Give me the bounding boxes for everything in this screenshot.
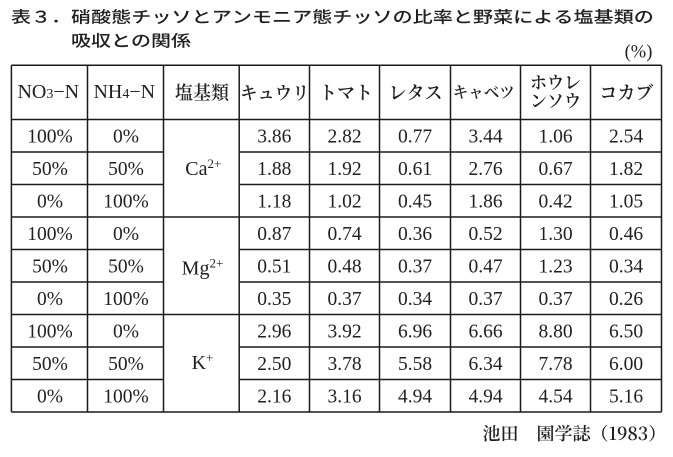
svg-text:8.80: 8.80 xyxy=(538,321,572,342)
svg-text:2.16: 2.16 xyxy=(257,386,291,407)
svg-text:6.00: 6.00 xyxy=(609,354,643,375)
svg-text:0.34: 0.34 xyxy=(609,256,643,277)
svg-text:4.94: 4.94 xyxy=(468,386,502,407)
svg-text:0.37: 0.37 xyxy=(468,289,502,310)
svg-text:1.92: 1.92 xyxy=(327,159,361,180)
svg-text:0.45: 0.45 xyxy=(398,191,432,212)
svg-text:3.92: 3.92 xyxy=(327,321,361,342)
svg-text:2.76: 2.76 xyxy=(468,159,502,180)
svg-text:0%: 0% xyxy=(113,321,139,342)
svg-text:1.18: 1.18 xyxy=(257,191,291,212)
svg-text:1.82: 1.82 xyxy=(609,159,643,180)
svg-text:6.66: 6.66 xyxy=(468,321,502,342)
svg-text:6.96: 6.96 xyxy=(398,321,432,342)
svg-text:0.42: 0.42 xyxy=(538,191,572,212)
svg-text:0.37: 0.37 xyxy=(327,289,361,310)
svg-text:0.52: 0.52 xyxy=(468,224,502,245)
svg-text:5.58: 5.58 xyxy=(398,354,432,375)
svg-text:1.06: 1.06 xyxy=(538,126,572,147)
svg-text:2.96: 2.96 xyxy=(257,321,291,342)
svg-text:0.61: 0.61 xyxy=(398,159,432,180)
svg-text:100%: 100% xyxy=(103,289,149,310)
svg-text:100%: 100% xyxy=(103,386,149,407)
svg-text:6.50: 6.50 xyxy=(609,321,643,342)
svg-text:0.48: 0.48 xyxy=(327,256,361,277)
svg-text:2.54: 2.54 xyxy=(609,126,643,147)
svg-text:3.44: 3.44 xyxy=(468,126,502,147)
svg-text:2.82: 2.82 xyxy=(327,126,361,147)
svg-text:0.34: 0.34 xyxy=(398,289,432,310)
svg-text:5.16: 5.16 xyxy=(609,386,643,407)
svg-text:0.74: 0.74 xyxy=(327,224,361,245)
svg-text:100%: 100% xyxy=(27,126,73,147)
svg-text:100%: 100% xyxy=(27,321,73,342)
svg-text:1.88: 1.88 xyxy=(257,159,291,180)
svg-text:4.94: 4.94 xyxy=(398,386,432,407)
svg-text:0.37: 0.37 xyxy=(538,289,572,310)
svg-text:0.47: 0.47 xyxy=(468,256,502,277)
svg-text:1.86: 1.86 xyxy=(468,191,502,212)
svg-text:0.35: 0.35 xyxy=(257,289,291,310)
svg-text:0%: 0% xyxy=(37,386,63,407)
svg-text:NO3−N: NO3−N xyxy=(17,81,79,103)
svg-text:100%: 100% xyxy=(27,224,73,245)
svg-text:0.51: 0.51 xyxy=(257,256,291,277)
svg-text:50%: 50% xyxy=(108,256,144,277)
svg-text:3.16: 3.16 xyxy=(327,386,361,407)
svg-text:0.37: 0.37 xyxy=(398,256,432,277)
svg-text:0.87: 0.87 xyxy=(257,224,291,245)
svg-text:NH4−N: NH4−N xyxy=(93,81,155,103)
svg-text:0.46: 0.46 xyxy=(609,224,643,245)
svg-text:4.54: 4.54 xyxy=(538,386,572,407)
svg-text:3.86: 3.86 xyxy=(257,126,291,147)
svg-text:0.36: 0.36 xyxy=(398,224,432,245)
svg-text:1.23: 1.23 xyxy=(538,256,572,277)
svg-text:2.50: 2.50 xyxy=(257,354,291,375)
svg-text:1.02: 1.02 xyxy=(327,191,361,212)
svg-text:0.26: 0.26 xyxy=(609,289,643,310)
svg-text:50%: 50% xyxy=(32,159,68,180)
svg-text:0.77: 0.77 xyxy=(398,126,432,147)
svg-text:0.67: 0.67 xyxy=(538,159,572,180)
svg-text:0%: 0% xyxy=(37,191,63,212)
svg-text:(%): (%) xyxy=(625,43,653,63)
svg-text:0%: 0% xyxy=(113,224,139,245)
svg-text:50%: 50% xyxy=(108,159,144,180)
svg-text:0%: 0% xyxy=(113,126,139,147)
svg-text:6.34: 6.34 xyxy=(468,354,502,375)
svg-text:1.30: 1.30 xyxy=(538,224,572,245)
svg-text:7.78: 7.78 xyxy=(538,354,572,375)
svg-text:100%: 100% xyxy=(103,191,149,212)
svg-text:0%: 0% xyxy=(37,289,63,310)
svg-text:50%: 50% xyxy=(108,354,144,375)
svg-text:1.05: 1.05 xyxy=(609,191,643,212)
svg-text:50%: 50% xyxy=(32,354,68,375)
svg-text:50%: 50% xyxy=(32,256,68,277)
svg-text:3.78: 3.78 xyxy=(327,354,361,375)
